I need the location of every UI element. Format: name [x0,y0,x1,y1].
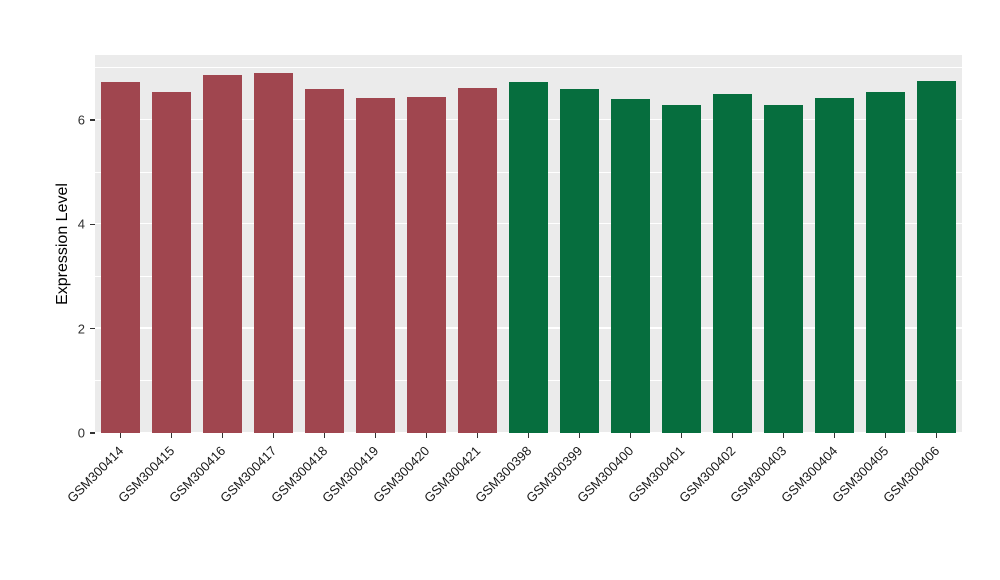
bar-slot [656,55,707,433]
bar-GSM300399 [559,88,600,433]
x-tick-mark [527,433,530,438]
bar-slot [605,55,656,433]
x-tick-mark [119,433,122,438]
bar-GSM300416 [202,74,243,433]
bar-GSM300406 [916,81,957,433]
x-tick-mark [731,433,734,438]
x-tick-mark [833,433,836,438]
bar-slot [197,55,248,433]
bar-GSM300417 [253,73,294,433]
y-axis-title: Expression Level [54,183,71,305]
bar-slot [503,55,554,433]
x-tick-mark [578,433,581,438]
bar-GSM300402 [712,94,753,433]
bar-GSM300418 [304,88,345,433]
y-tick-label: 4 [77,216,85,232]
bar-slot [248,55,299,433]
x-tick-mark [170,433,173,438]
bar-slot [809,55,860,433]
bar-slot [452,55,503,433]
x-tick-mark [782,433,785,438]
bar-GSM300405 [865,91,906,433]
y-tick-label: 2 [77,321,85,337]
x-tick-mark [629,433,632,438]
y-tick-mark [90,223,95,226]
bar-GSM300419 [355,98,396,433]
y-tick-mark [90,327,95,330]
x-tick-mark [323,433,326,438]
bar-slot [707,55,758,433]
x-tick-mark [221,433,224,438]
gridline-minor [95,67,962,69]
y-tick-label: 6 [77,112,85,128]
y-tick-mark [90,119,95,121]
bar-GSM300401 [661,104,702,433]
bar-GSM300414 [100,82,141,433]
bar-GSM300403 [763,104,804,433]
x-tick-mark [272,433,275,438]
y-tick-mark [90,432,95,434]
bar-slot [860,55,911,433]
bar-GSM300398 [508,82,549,433]
x-tick-mark [425,433,428,438]
bar-GSM300400 [610,99,651,433]
bar-slot [758,55,809,433]
bar-slot [401,55,452,433]
x-tick-mark [476,433,479,438]
bar-GSM300404 [814,97,855,433]
bar-slot [350,55,401,433]
x-tick-mark [680,433,683,438]
bar-slot [554,55,605,433]
plot-panel [95,55,962,433]
x-tick-mark [374,433,377,438]
bar-GSM300415 [151,91,192,433]
bar-GSM300420 [406,96,447,433]
bar-slot [146,55,197,433]
y-tick-label: 0 [77,425,85,441]
bar-slot [911,55,962,433]
x-tick-mark [884,433,887,438]
bars-container [95,55,962,433]
bar-slot [299,55,350,433]
bar-slot [95,55,146,433]
x-tick-mark [935,433,938,438]
bar-GSM300421 [457,87,498,433]
